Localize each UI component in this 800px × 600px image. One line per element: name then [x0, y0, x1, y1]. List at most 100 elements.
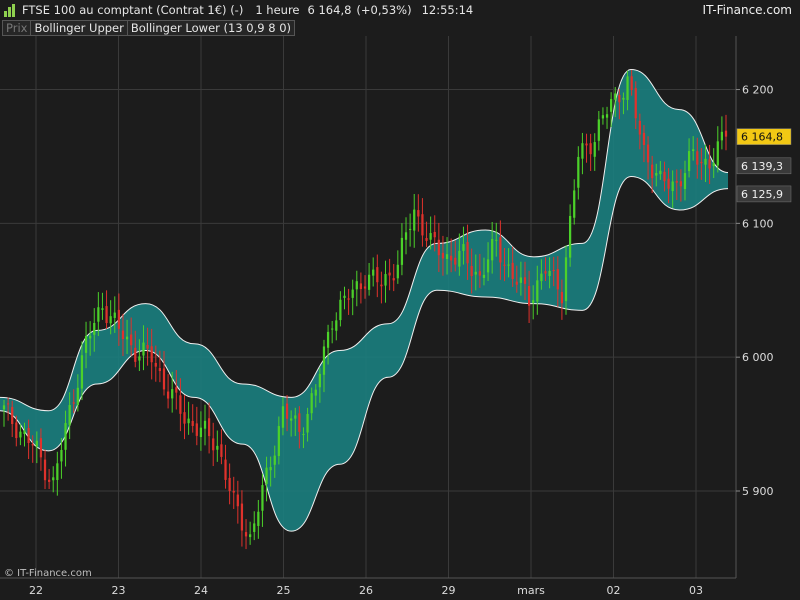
candlestick [125, 319, 129, 355]
candle-body [573, 190, 576, 218]
candle-body [306, 413, 309, 433]
candlestick [564, 245, 568, 315]
candlestick [720, 116, 724, 150]
candlestick [101, 292, 104, 320]
candlestick [80, 341, 84, 401]
candle-body [15, 422, 18, 439]
x-tick-label: 23 [112, 584, 126, 597]
copyright-notice: © IT-Finance.com [4, 568, 92, 579]
candlestick [195, 406, 198, 446]
candlestick [396, 250, 399, 284]
brand-name[interactable]: IT-Finance.com [702, 3, 792, 17]
candle-body [339, 299, 342, 321]
candlestick [466, 224, 469, 280]
candlestick [331, 320, 334, 344]
instrument-title[interactable]: FTSE 100 au comptant (Contrat 1€) (-) [22, 3, 244, 17]
bollinger-band-fill [0, 69, 728, 532]
candlestick [667, 168, 670, 204]
candle-body [121, 330, 125, 340]
candlestick [318, 367, 321, 403]
candle-body [93, 322, 96, 335]
candlestick [166, 374, 170, 409]
candle-body [216, 445, 219, 450]
candle-body [195, 423, 198, 436]
band-lower-tag-box [736, 185, 792, 203]
candlestick [696, 137, 699, 179]
candlestick [306, 407, 309, 442]
candle-body [614, 93, 617, 100]
candlestick [154, 345, 157, 382]
candlestick [663, 161, 666, 192]
candlestick [597, 111, 600, 151]
candle-body [515, 281, 518, 285]
candlestick [232, 476, 235, 509]
candlestick [626, 70, 629, 111]
candlestick [199, 411, 203, 451]
candle-body [142, 342, 145, 356]
tab-bollinger-lower[interactable]: Bollinger Lower (13 0,9 8 0) [126, 20, 296, 36]
candlestick [458, 233, 461, 276]
candlestick [409, 213, 412, 247]
y-tick-label: 6 200 [742, 84, 774, 97]
candlestick [507, 248, 510, 278]
candle-body [76, 387, 79, 406]
candlestick [417, 194, 420, 232]
timeframe-label[interactable]: 1 heure [255, 3, 300, 17]
candlestick [437, 222, 440, 273]
candle-body [175, 387, 178, 393]
candlestick [683, 160, 687, 201]
candlestick [462, 226, 465, 265]
candle-body [31, 444, 34, 446]
candle-body [109, 316, 112, 324]
candlestick [499, 220, 502, 280]
candle-body [581, 143, 584, 159]
candle-body [687, 151, 691, 172]
candlestick [601, 107, 605, 125]
candlestick [413, 193, 416, 248]
candle-body [294, 415, 297, 419]
candlestick [425, 221, 428, 248]
candle-body [499, 237, 502, 263]
candle-body [64, 423, 67, 450]
candlestick [679, 169, 682, 202]
candlestick [207, 402, 211, 454]
candle-body [478, 271, 481, 276]
bollinger-band [0, 68, 729, 532]
candle-body [601, 115, 605, 119]
bollinger-lower-line [0, 176, 729, 532]
candlestick [511, 246, 514, 287]
candle-body [158, 368, 162, 372]
candle-body [117, 309, 120, 329]
candle-body [486, 259, 490, 273]
candlestick [544, 257, 547, 281]
candlestick [724, 114, 728, 151]
candlestick [581, 132, 584, 175]
candle-body [552, 270, 555, 272]
candle-body [400, 237, 404, 265]
candlestick [589, 133, 592, 171]
candle-body [72, 402, 75, 404]
candle-body [240, 503, 244, 531]
candlestick [269, 456, 272, 487]
candle-body [675, 180, 678, 183]
tab-bollinger-upper[interactable]: Bollinger Upper [30, 20, 128, 36]
candlestick [716, 126, 719, 173]
candle-body [298, 413, 301, 432]
candle-body [224, 459, 227, 480]
candle-body [372, 269, 375, 276]
candle-body [60, 449, 63, 462]
candlestick [671, 170, 674, 208]
candlestick [692, 136, 695, 161]
candlestick [400, 223, 404, 276]
candlestick [179, 378, 182, 432]
candlestick [593, 133, 596, 171]
candle-body [80, 355, 84, 389]
candlestick [638, 113, 641, 150]
x-tick-label: 29 [442, 584, 456, 597]
candle-body [236, 494, 239, 507]
candlestick [474, 254, 477, 291]
candlestick [117, 293, 120, 346]
candle-body [724, 130, 728, 137]
candle-body [610, 99, 613, 112]
